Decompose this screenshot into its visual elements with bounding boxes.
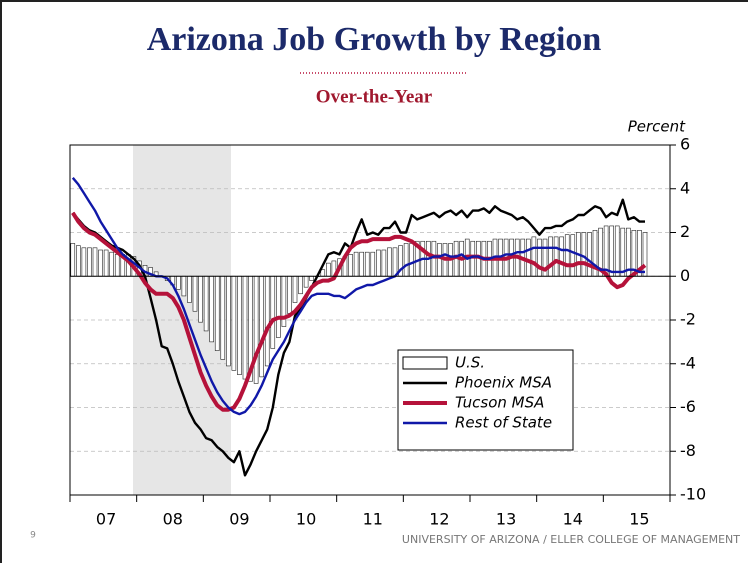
bar [570,234,576,277]
x-tick-label: 13 [496,510,516,529]
bar [392,247,398,277]
bar [431,240,437,277]
bar [353,251,359,277]
bar [614,225,620,277]
x-tick-label: 11 [363,510,383,529]
line [71,177,645,416]
x-tick-label: 09 [229,510,249,529]
y-tick-label: 2 [680,222,690,241]
bar [231,275,237,371]
bar [109,251,114,277]
page-number: 9 [30,531,36,541]
bar [270,275,276,349]
bar [587,232,592,277]
legend-swatch [402,356,448,370]
bar [376,249,381,277]
bar [564,234,570,277]
bar [609,225,614,277]
x-tick-label: 07 [96,510,116,529]
bar [531,236,537,277]
bar [237,275,242,375]
bar [98,249,103,277]
x-tick-label: 08 [163,510,183,529]
bar [359,251,364,277]
bar [581,232,587,277]
bar [181,275,187,297]
bar [209,275,214,343]
x-tick-label: 10 [296,510,316,529]
bar [387,247,392,277]
line [71,198,645,477]
bar [409,243,414,277]
bar [264,275,270,367]
bar [242,275,248,380]
bar [70,243,76,277]
bar [292,275,298,303]
bar [192,275,198,312]
bar [226,275,231,367]
legend-label: Rest of State [455,414,552,432]
y-tick-label: -6 [680,397,696,416]
bar [470,240,476,277]
legend-label: Tucson MSA [455,394,544,412]
bar [103,249,109,277]
bar [76,245,81,277]
bar [381,249,387,277]
footer: UNIVERSITY OF ARIZONA / ELLER COLLEGE OF… [402,533,740,546]
legend-label: Phoenix MSA [455,374,552,392]
bar [198,275,203,323]
bar [81,247,87,277]
bar [559,236,564,277]
bar [403,243,409,277]
chart-subtitle: Over-the-Year [316,86,433,107]
x-tick-label: 14 [563,510,583,529]
bar [370,251,376,277]
bar [176,275,181,290]
bar [214,275,220,351]
bar [642,232,648,277]
bar [364,251,370,277]
bar [309,275,314,281]
bar [253,275,259,384]
y-tick-label: -8 [680,441,696,460]
y-tick-label: -2 [680,310,696,329]
y-tick-label: -10 [680,485,706,504]
bar [298,275,303,295]
bar [220,275,226,360]
bar [537,238,542,277]
chart-title: Arizona Job Growth by Region [147,21,602,58]
legend-label: U.S. [455,354,485,372]
line [71,211,647,412]
bar [287,275,292,314]
bar [203,275,209,332]
bar [326,262,331,277]
bar [620,227,626,277]
bar [437,243,442,277]
bar [259,275,264,378]
bar [187,275,192,303]
bar [526,238,531,277]
bar [348,254,353,277]
bar [87,247,92,277]
y-tick-label: 0 [680,266,690,285]
bar [92,247,98,277]
y-tick-label: -4 [680,353,696,372]
y-tick-label: 4 [680,178,690,197]
bar [548,236,553,277]
x-tick-label: 15 [629,510,649,529]
bar [553,236,559,277]
y-tick-label: 6 [680,135,690,154]
bar [276,275,281,338]
bar [114,254,120,277]
y-axis-label: Percent [628,118,686,136]
bar [303,275,309,288]
x-tick-label: 12 [429,510,449,529]
